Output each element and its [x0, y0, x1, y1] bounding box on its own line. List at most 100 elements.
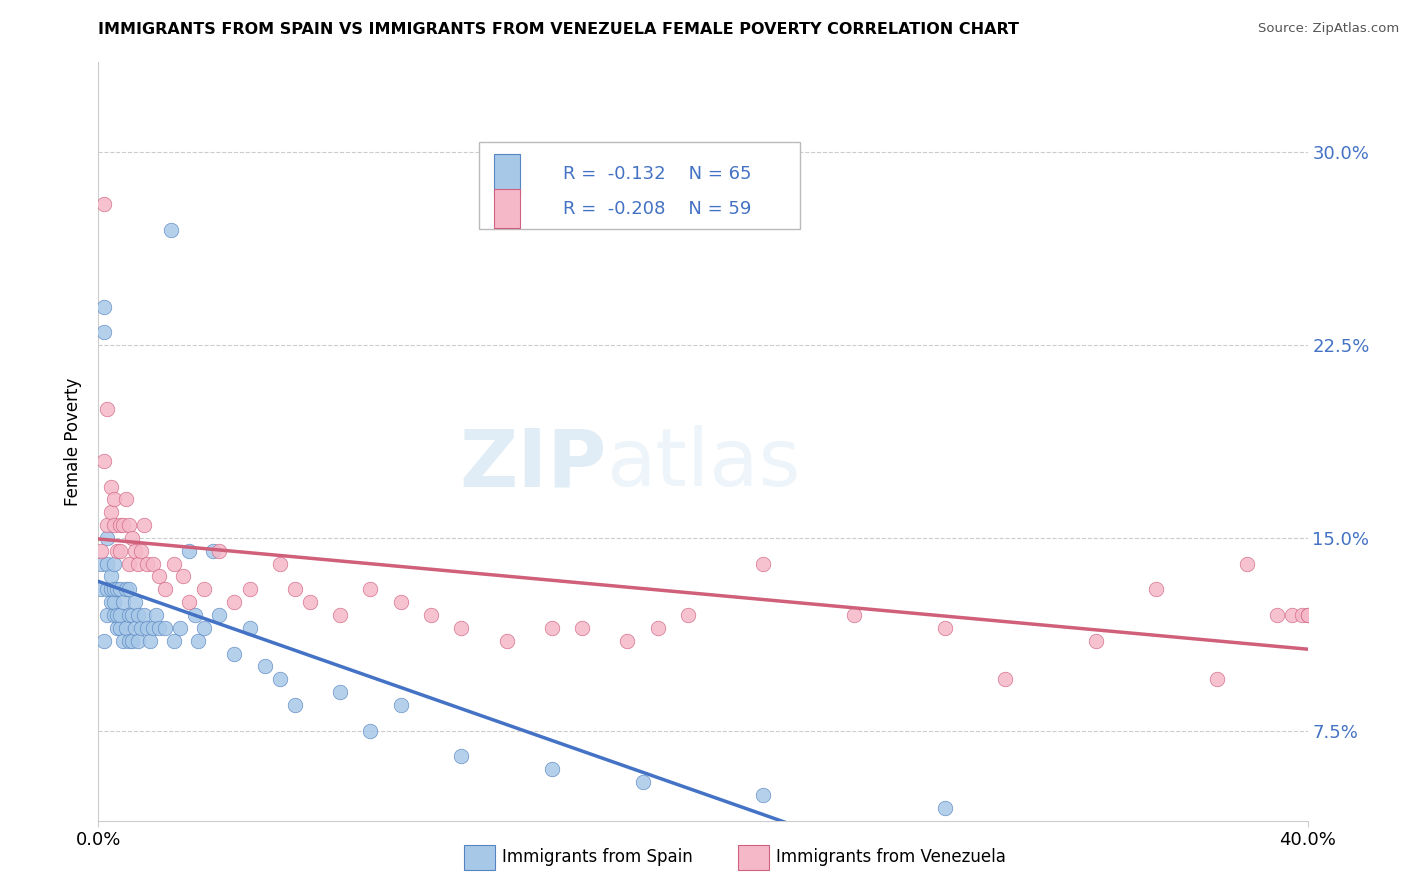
Point	[540, 621, 562, 635]
Point	[103, 607, 125, 622]
Point	[96, 557, 118, 571]
Point	[934, 621, 956, 635]
Point	[1291, 607, 1313, 622]
Point	[631, 775, 654, 789]
Point	[676, 607, 699, 622]
Point	[100, 505, 122, 519]
Point	[100, 479, 122, 493]
Point	[450, 621, 472, 635]
Point	[132, 607, 155, 622]
Point	[616, 633, 638, 648]
Point	[103, 492, 125, 507]
Y-axis label: Female Poverty: Female Poverty	[65, 377, 83, 506]
Point	[100, 582, 122, 597]
Point	[135, 621, 157, 635]
Point	[96, 582, 118, 597]
Point	[103, 595, 125, 609]
Point	[100, 569, 122, 583]
Point	[105, 582, 128, 597]
Text: R =  -0.132    N = 65: R = -0.132 N = 65	[562, 165, 751, 183]
Point	[239, 582, 262, 597]
Point	[360, 723, 382, 738]
Point	[1281, 607, 1303, 622]
Point	[118, 518, 141, 533]
Point	[121, 633, 143, 648]
Point	[96, 531, 118, 545]
Point	[103, 582, 125, 597]
Point	[169, 621, 191, 635]
Point	[96, 402, 118, 417]
Point	[193, 582, 215, 597]
Point	[90, 582, 112, 597]
Point	[139, 633, 162, 648]
Text: Immigrants from Spain: Immigrants from Spain	[502, 848, 693, 866]
Point	[114, 582, 136, 597]
Point	[193, 621, 215, 635]
Point	[127, 557, 149, 571]
Point	[118, 557, 141, 571]
Point	[103, 557, 125, 571]
Point	[269, 557, 291, 571]
Point	[153, 582, 176, 597]
Point	[163, 633, 186, 648]
FancyBboxPatch shape	[494, 154, 520, 194]
Point	[1144, 582, 1167, 597]
Point	[142, 557, 165, 571]
Point	[145, 607, 167, 622]
Point	[118, 582, 141, 597]
Point	[1267, 607, 1289, 622]
Point	[148, 621, 170, 635]
Point	[450, 749, 472, 764]
Point	[495, 633, 517, 648]
Point	[105, 621, 128, 635]
Point	[752, 788, 775, 802]
Point	[118, 633, 141, 648]
Point	[111, 518, 134, 533]
Point	[284, 582, 307, 597]
Point	[1085, 633, 1108, 648]
Point	[329, 685, 352, 699]
Point	[93, 454, 115, 468]
Point	[179, 543, 201, 558]
Point	[172, 569, 194, 583]
Point	[105, 607, 128, 622]
Text: Source: ZipAtlas.com: Source: ZipAtlas.com	[1258, 22, 1399, 36]
Point	[111, 595, 134, 609]
Point	[1236, 557, 1258, 571]
Point	[142, 621, 165, 635]
Point	[108, 543, 131, 558]
Point	[90, 557, 112, 571]
Point	[127, 607, 149, 622]
Point	[135, 557, 157, 571]
Point	[844, 607, 866, 622]
Text: IMMIGRANTS FROM SPAIN VS IMMIGRANTS FROM VENEZUELA FEMALE POVERTY CORRELATION CH: IMMIGRANTS FROM SPAIN VS IMMIGRANTS FROM…	[98, 22, 1019, 37]
Point	[121, 531, 143, 545]
Point	[208, 607, 231, 622]
Point	[148, 569, 170, 583]
Point	[360, 582, 382, 597]
FancyBboxPatch shape	[494, 189, 520, 228]
Point	[129, 543, 152, 558]
Point	[299, 595, 322, 609]
Point	[90, 543, 112, 558]
Point	[108, 621, 131, 635]
Point	[389, 698, 412, 712]
Point	[202, 543, 225, 558]
Point	[994, 673, 1017, 687]
Point	[269, 673, 291, 687]
Point	[100, 595, 122, 609]
Point	[1296, 607, 1319, 622]
Text: ZIP: ZIP	[458, 425, 606, 503]
Point	[153, 621, 176, 635]
Point	[752, 557, 775, 571]
Text: R =  -0.208    N = 59: R = -0.208 N = 59	[562, 200, 751, 218]
Point	[103, 518, 125, 533]
Point	[114, 621, 136, 635]
Point	[329, 607, 352, 622]
Point	[114, 492, 136, 507]
Point	[121, 607, 143, 622]
Point	[284, 698, 307, 712]
Point	[127, 633, 149, 648]
Point	[124, 543, 146, 558]
Point	[571, 621, 593, 635]
